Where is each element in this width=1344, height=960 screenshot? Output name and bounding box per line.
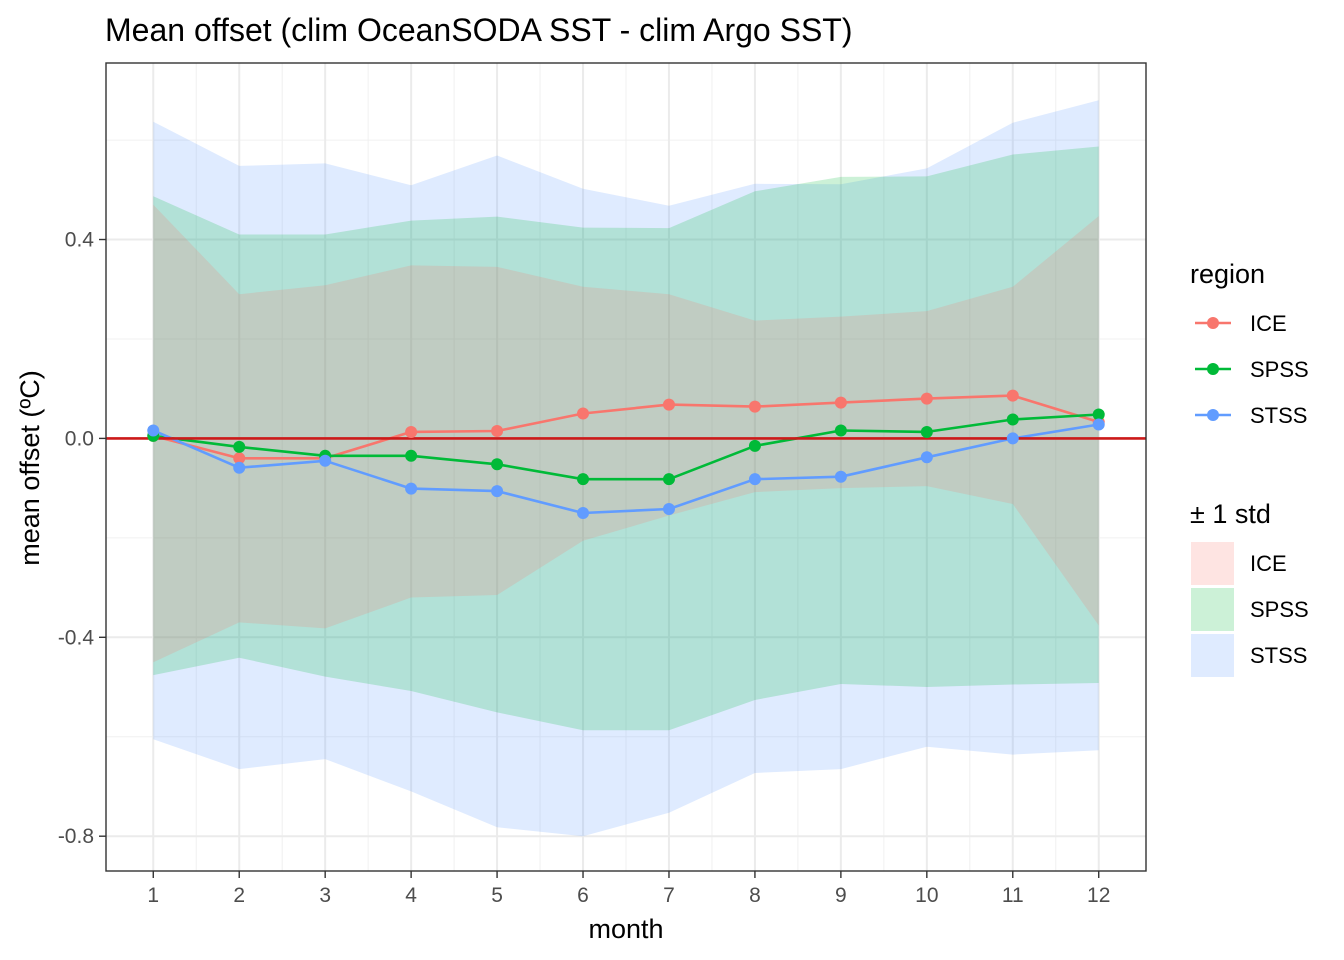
x-tick-label: 2: [233, 884, 245, 907]
legend: region ICE SPSS STSS ± 1 std ICE SPSS STSS: [1190, 259, 1309, 677]
x-tick-label: 3: [319, 884, 331, 907]
legend-point-stss: [1207, 409, 1219, 421]
legend-std-entries: ICE SPSS STSS: [1191, 542, 1309, 677]
plot-panel: [105, 62, 1147, 872]
x-tick-label: 10: [915, 884, 938, 907]
data-point-spss: [920, 425, 933, 438]
data-point-stss: [491, 485, 504, 498]
data-point-ice: [577, 407, 590, 420]
grid-major: [106, 63, 1146, 871]
data-point-stss: [233, 461, 246, 474]
legend-label-stss: STSS: [1250, 403, 1307, 428]
data-point-stss: [405, 482, 418, 495]
x-tick-label: 1: [147, 884, 159, 907]
data-point-stss: [319, 454, 332, 467]
x-tick-label: 6: [577, 884, 589, 907]
legend-fill-label-stss: STSS: [1250, 643, 1307, 668]
legend-label-ice: ICE: [1250, 311, 1287, 336]
y-axis-title: mean offset (ºC): [15, 370, 45, 565]
series-line-stss: [152, 423, 1099, 515]
legend-fill-stss: [1191, 634, 1234, 677]
legend-fill-spss: [1191, 588, 1234, 631]
data-point-stss: [748, 473, 761, 486]
legend-point-ice: [1207, 317, 1219, 329]
y-tick-label: -0.4: [58, 626, 95, 649]
std-ribbon-ice: [153, 204, 1099, 663]
series-line-ice: [152, 394, 1100, 460]
x-tick-label: 8: [749, 884, 761, 907]
data-point-spss: [1006, 413, 1019, 426]
data-point-spss: [834, 424, 847, 437]
y-tick-label: 0.0: [65, 427, 94, 450]
legend-fill-ice: [1191, 542, 1234, 585]
data-point-spss: [233, 440, 246, 453]
y-tick-label: 0.4: [65, 229, 95, 252]
data-point-spss: [1092, 408, 1105, 421]
legend-point-spss: [1207, 363, 1219, 375]
x-tick-label: 9: [835, 884, 847, 907]
x-tick-label: 12: [1087, 884, 1110, 907]
data-point-ice: [662, 398, 675, 411]
series-points: [147, 389, 1105, 519]
legend-region-entries: ICE SPSS STSS: [1195, 311, 1309, 428]
data-point-ice: [491, 424, 504, 437]
data-point-stss: [662, 503, 675, 516]
data-point-ice: [834, 396, 847, 409]
x-axis-title: month: [588, 914, 663, 944]
data-point-spss: [577, 473, 590, 486]
y-tick-label: -0.8: [58, 825, 94, 848]
series-lines: [152, 394, 1100, 515]
legend-fill-label-spss: SPSS: [1250, 597, 1309, 622]
data-point-spss: [662, 473, 675, 486]
y-axis: -0.8 -0.4 0.0 0.4: [58, 229, 106, 848]
data-point-spss: [748, 439, 761, 452]
data-point-stss: [147, 424, 160, 437]
legend-title-std: ± 1 std: [1190, 499, 1271, 529]
data-point-spss: [405, 449, 418, 462]
data-point-stss: [1092, 418, 1105, 431]
legend-fill-label-ice: ICE: [1250, 551, 1287, 576]
std-ribbons: [153, 100, 1099, 837]
data-point-ice: [233, 452, 246, 465]
data-point-ice: [748, 400, 761, 413]
x-tick-label: 5: [491, 884, 503, 907]
data-point-stss: [577, 506, 590, 519]
series-line-spss: [153, 413, 1099, 481]
data-point-stss: [920, 451, 933, 464]
x-tick-label: 4: [405, 884, 417, 907]
legend-title-region: region: [1190, 259, 1265, 289]
data-point-stss: [1006, 432, 1019, 445]
data-point-ice: [1006, 389, 1019, 402]
data-point-stss: [834, 470, 847, 483]
std-ribbon-stss: [153, 100, 1099, 837]
panel-border: [105, 62, 1147, 872]
legend-label-spss: SPSS: [1250, 357, 1309, 382]
x-tick-label: 7: [663, 884, 675, 907]
data-point-spss: [491, 458, 504, 471]
grid-minor: [106, 63, 1146, 871]
data-point-ice: [920, 392, 933, 405]
x-tick-label: 11: [1002, 884, 1024, 907]
x-axis: 1 2 3 4 5 6 7 8 9 10 11 12: [147, 871, 1110, 907]
data-point-ice: [405, 425, 418, 438]
chart-title: Mean offset (clim OceanSODA SST - clim A…: [105, 12, 853, 48]
